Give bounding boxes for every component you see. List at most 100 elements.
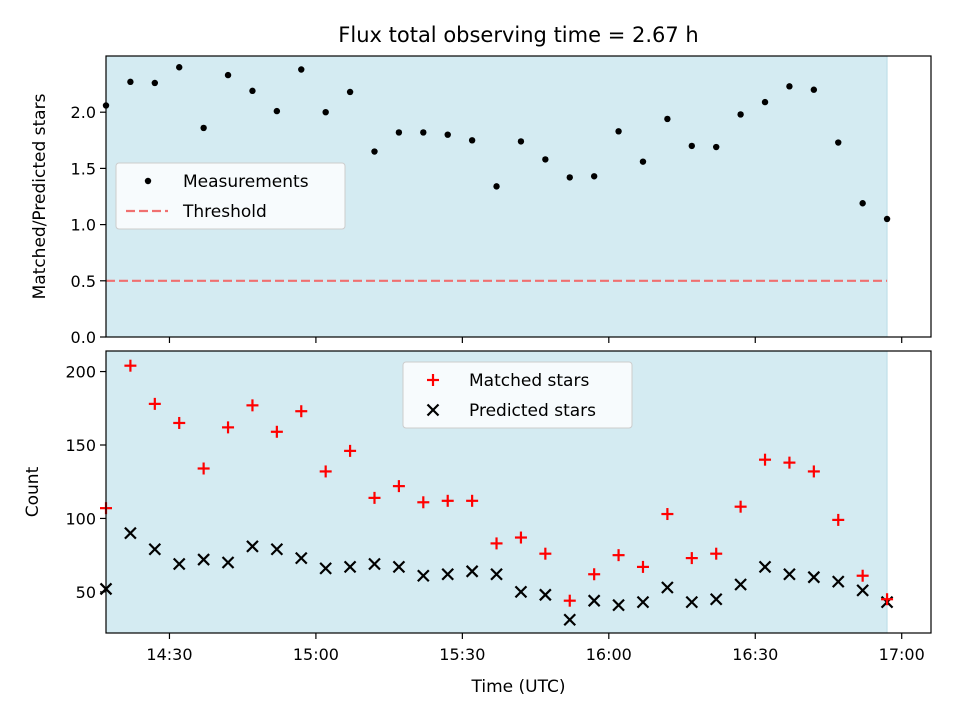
chart-title: Flux total observing time = 2.67 h: [338, 23, 698, 47]
legend-matched-stars-label: Matched stars: [469, 371, 589, 391]
measurement-point: [517, 138, 525, 145]
measurement-point: [810, 86, 818, 93]
matched-stars-point: [173, 416, 186, 429]
predicted-stars-point: [221, 556, 235, 569]
matched-stars-point: [563, 594, 576, 607]
measurement-point: [542, 156, 549, 163]
predicted-stars-point: [709, 592, 723, 606]
legend-matched-stars-marker: [427, 374, 439, 386]
matched-stars-point: [759, 453, 772, 466]
measurement-point: [249, 87, 256, 95]
legend-predicted-stars-label: Predicted stars: [469, 401, 596, 421]
predicted-stars-point: [465, 565, 479, 578]
bottom-legend-box: [402, 361, 633, 429]
legend-plus-glyph: [427, 374, 439, 386]
x-tick-label: 16:00: [586, 645, 632, 664]
predicted-stars-point: [587, 594, 601, 607]
measurement-point: [590, 173, 598, 180]
measurement-point: [468, 137, 476, 144]
y-tick-label: 100: [65, 509, 96, 528]
measurement-point: [639, 158, 647, 165]
matched-stars-point: [344, 444, 357, 457]
predicted-stars-point: [294, 551, 308, 565]
predicted-stars-point: [392, 560, 406, 574]
top-axes-frame: [105, 55, 932, 338]
measurement-point: [737, 111, 744, 118]
x-tick-label: 14:30: [146, 645, 192, 664]
measurement-point: [713, 143, 720, 151]
measurement-point: [395, 129, 403, 136]
predicted-stars-point: [685, 595, 699, 609]
bottom-axes-frame: [105, 350, 932, 634]
matched-stars-point: [270, 425, 283, 438]
top-legend-box: [115, 162, 346, 230]
legend-measurements-label: Measurements: [183, 172, 309, 192]
legend-predicted-stars-marker: [426, 403, 440, 417]
predicted-stars-point: [441, 567, 454, 581]
x-tick-label: 16:30: [732, 645, 778, 664]
predicted-stars-point: [270, 543, 284, 556]
measurement-point: [688, 142, 695, 150]
matched-stars-point: [783, 456, 796, 469]
predicted-stars-point: [856, 584, 869, 597]
predicted-stars-point: [612, 598, 625, 612]
matched-stars-point: [514, 531, 527, 544]
measurement-point: [346, 88, 354, 96]
matched-stars-point: [222, 421, 235, 434]
predicted-stars-point: [319, 562, 332, 575]
predicted-stars-point: [124, 526, 137, 540]
measurement-point: [298, 66, 305, 73]
matched-stars-point: [246, 399, 259, 412]
bottom-legend: Matched stars Predicted stars: [402, 361, 633, 429]
predicted-stars-point: [490, 567, 503, 581]
bottom-y-axis-label: Count: [23, 466, 43, 517]
measurement-point: [835, 139, 842, 146]
y-tick-label: 0.5: [71, 272, 96, 291]
measurement-point: [493, 183, 500, 190]
y-tick-label: 50: [76, 583, 96, 602]
predicted-stars-point: [734, 578, 747, 591]
matched-stars-point: [368, 491, 381, 504]
bottom-x-ticks: 14:30 15:00 15:30 16:00 16:30 17:00: [146, 633, 925, 664]
legend-threshold-label: Threshold: [182, 202, 267, 222]
top-panel: 0.0 0.5 1.0 1.5 2.0 Flux total observing tim…: [30, 23, 932, 347]
predicted-stars-point: [831, 575, 845, 588]
legend-measurements-marker: [144, 177, 152, 185]
matched-stars-point: [197, 462, 210, 475]
predicted-stars-point: [368, 557, 381, 571]
x-tick-label: 15:00: [293, 645, 339, 664]
predicted-stars-point: [343, 560, 357, 574]
predicted-stars-point: [148, 543, 162, 556]
predicted-stars-point: [661, 581, 674, 594]
top-y-ticks: 0.0 0.5 1.0 1.5 2.0: [71, 103, 106, 347]
measurement-point: [322, 109, 329, 116]
top-legend: Measurements Threshold: [115, 162, 346, 230]
matched-stars-point: [392, 480, 405, 493]
measurement-point: [127, 78, 134, 86]
matched-stars-point: [710, 547, 723, 560]
matched-stars-point: [661, 508, 674, 521]
predicted-stars-point: [197, 553, 210, 566]
x-axis-label: Time (UTC): [471, 677, 566, 697]
predicted-stars-point: [758, 560, 772, 574]
y-tick-label: 150: [65, 436, 96, 455]
top-y-axis-label: Matched/Predicted stars: [30, 93, 50, 299]
y-tick-label: 0.0: [71, 328, 96, 347]
matched-stars-point: [807, 465, 820, 478]
measurement-point: [859, 200, 866, 207]
y-tick-label: 1.0: [71, 216, 96, 235]
bottom-y-ticks: 50 100 150 200: [65, 363, 106, 602]
matched-stars-point: [881, 593, 894, 606]
measurement-point: [371, 148, 378, 155]
matched-stars-point: [319, 465, 332, 478]
matched-stars-point: [636, 560, 649, 573]
matched-stars-point: [734, 500, 747, 513]
predicted-stars-point: [807, 570, 821, 584]
matched-stars-point: [685, 552, 698, 565]
y-tick-label: 2.0: [71, 103, 96, 122]
predicted-stars-point: [514, 585, 528, 599]
predicted-stars-point: [172, 557, 186, 571]
matched-stars-point: [612, 549, 625, 562]
measurement-point: [273, 107, 281, 115]
